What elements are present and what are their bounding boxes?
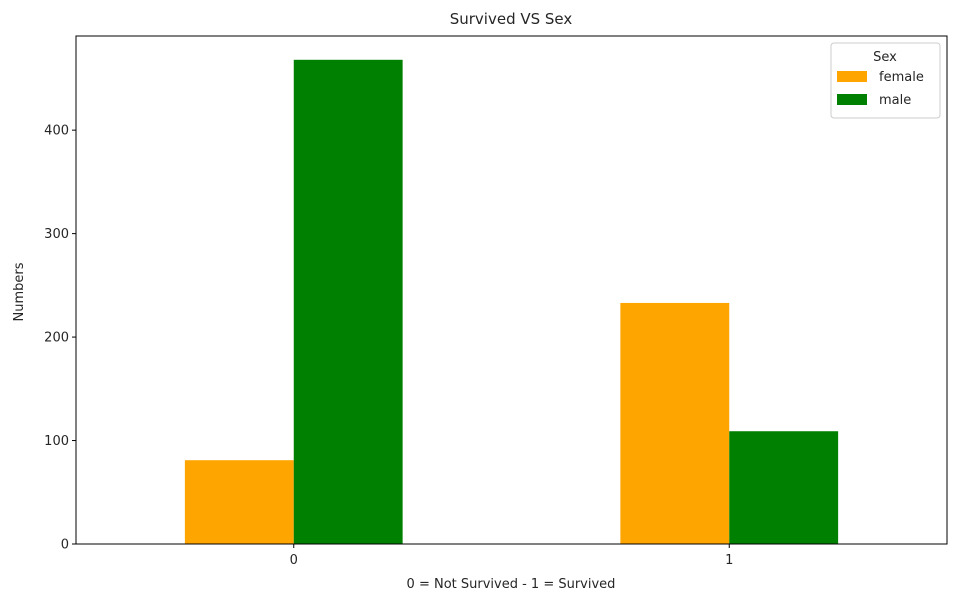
bar-male-1 [729,431,839,544]
plot-frame [75,35,948,545]
legend-title: Sex [873,50,897,65]
bar-female-0 [184,460,294,544]
bar-male-0 [293,59,403,545]
legend: Sex female male [830,42,941,119]
y-tick-label: 0 [61,538,69,553]
y-tick-label: 400 [44,124,69,139]
chart-title: Survived VS Sex [450,10,573,28]
x-tick-label: 1 [725,553,733,568]
legend-swatch-male [837,94,867,105]
y-tick-label: 100 [44,434,69,449]
legend-swatch-female [837,71,867,82]
y-tick-label: 300 [44,227,69,242]
x-tick-label: 0 [290,553,298,568]
bar-female-1 [620,302,730,544]
y-axis: 0 100 200 300 400 [44,124,76,553]
legend-label-female: female [879,70,924,85]
legend-label-male: male [879,93,911,108]
x-axis-label: 0 = Not Survived - 1 = Survived [407,577,616,592]
y-tick-label: 200 [44,331,69,346]
y-axis-label: Numbers [12,262,27,321]
bars-group [184,59,839,545]
